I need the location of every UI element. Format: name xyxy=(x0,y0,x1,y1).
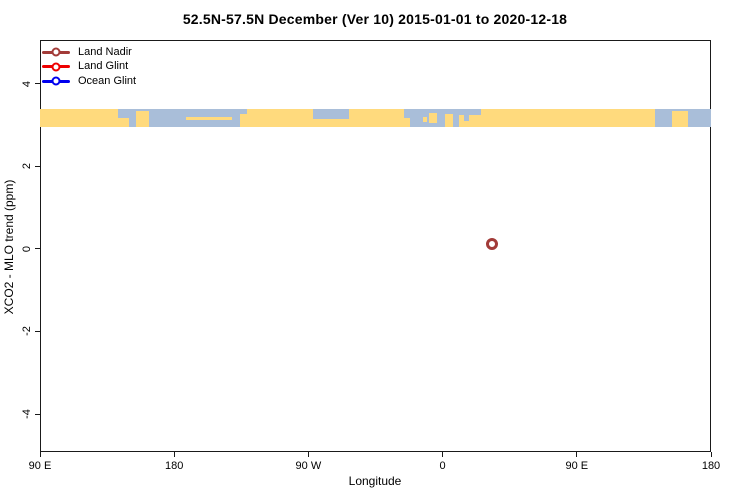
land-baltic-coast xyxy=(458,114,481,127)
land-nadir-point xyxy=(485,238,498,251)
y-tick xyxy=(35,83,40,85)
legend-circle-icon xyxy=(51,76,61,86)
y-tick-label: 4 xyxy=(21,80,33,87)
legend-label: Land Glint xyxy=(78,60,129,72)
map-strip xyxy=(40,108,711,128)
ocean-north-sea-notch xyxy=(464,114,470,121)
land-na-west-coast-jag xyxy=(239,113,248,127)
x-tick-label: 90 E xyxy=(565,460,589,472)
x-tick xyxy=(710,452,712,457)
chart-title: 52.5N-57.5N December (Ver 10) 2015-01-01… xyxy=(182,11,568,27)
legend-circle-icon xyxy=(51,62,61,71)
land-aleutian-chain xyxy=(186,116,232,120)
legend-marker-icon xyxy=(42,76,70,87)
x-tick-label: 90 W xyxy=(295,460,322,472)
legend-label: Land Nadir xyxy=(78,45,132,58)
ocean-hudson-bay xyxy=(313,108,350,119)
plot-box xyxy=(40,40,711,452)
legend-marker-icon xyxy=(42,47,70,58)
land-kamchatka xyxy=(135,110,149,127)
legend-label: Ocean Glint xyxy=(78,74,137,87)
legend-marker-icon xyxy=(42,61,70,72)
legend: Land Nadir Land Glint Ocean Glint xyxy=(42,45,136,89)
x-tick xyxy=(307,452,309,457)
legend-circle-icon xyxy=(51,47,61,57)
land-kamchatka-east-copy xyxy=(672,110,689,127)
land-great-britain xyxy=(428,112,437,123)
legend-item-land-nadir: Land Nadir xyxy=(42,45,136,59)
legend-item-ocean-glint: Ocean Glint xyxy=(42,74,136,88)
land-okhotsk-coast-jag xyxy=(117,117,129,127)
y-tick xyxy=(35,248,40,250)
y-tick-label: 2 xyxy=(21,163,33,170)
ocean-okhotsk-bering-pacific xyxy=(117,108,248,128)
x-tick-label: 180 xyxy=(165,460,184,472)
x-tick-label: 90 E xyxy=(28,460,52,472)
y-tick xyxy=(35,165,40,167)
y-axis-title: XCO2 - MLO trend (ppm) xyxy=(2,179,16,315)
x-tick-label: 0 xyxy=(439,460,446,472)
y-tick-label: 0 xyxy=(21,245,33,252)
x-axis-title: Longitude xyxy=(348,474,402,488)
x-tick xyxy=(173,452,175,457)
legend-item-land-glint: Land Glint xyxy=(42,60,136,74)
x-tick xyxy=(39,452,41,457)
x-tick xyxy=(576,452,578,457)
y-tick-label: -4 xyxy=(21,409,33,419)
land-ireland xyxy=(423,116,428,122)
x-tick-label: 180 xyxy=(701,460,721,472)
y-tick xyxy=(35,330,40,332)
y-tick-label: -2 xyxy=(21,326,33,337)
x-tick xyxy=(442,452,444,457)
ocean-labrador-coast-jag xyxy=(404,108,411,118)
y-tick xyxy=(35,413,40,415)
land-jutland xyxy=(445,113,454,127)
